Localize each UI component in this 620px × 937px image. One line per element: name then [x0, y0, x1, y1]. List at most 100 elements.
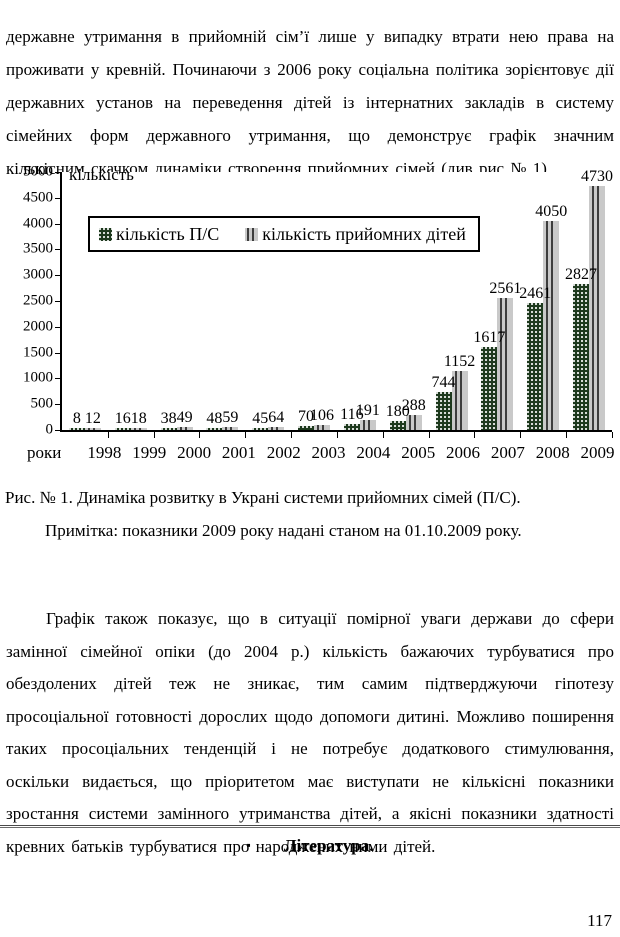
y-tick-label: 0 — [45, 421, 54, 438]
bar-children-2003 — [314, 425, 331, 430]
x-tick-label-1999: 1999 — [132, 443, 167, 462]
x-tick-label-2000: 2000 — [177, 443, 212, 462]
x-tick-label-2008: 2008 — [535, 443, 570, 462]
bar-col: 8 — [68, 410, 85, 430]
bar-families-1999 — [114, 428, 131, 430]
bar-children-2001 — [222, 427, 239, 430]
bar-col: 191 — [356, 402, 380, 430]
figure-note: Примітка: показники 2009 року надані ста… — [45, 521, 522, 540]
bar-col: 49 — [176, 409, 193, 430]
y-tick-label: 1500 — [23, 344, 53, 361]
legend-item-families: кількість П/С — [99, 224, 219, 245]
bar-col: 180 — [386, 403, 410, 430]
bar-children-2009 — [589, 186, 606, 430]
bar-children-2002 — [268, 427, 285, 430]
legend-label-children: кількість прийомних дітей — [262, 223, 466, 244]
bar-group-2000: 38 49 — [154, 172, 201, 438]
bars-container: 8 12 16 18 38 49 48 59 45 64 70 106 116 191 180 288 744 1… — [62, 168, 613, 438]
y-tick-mark — [55, 326, 60, 328]
x-tick-label-2005: 2005 — [401, 443, 436, 462]
bar-col: 2827 — [565, 266, 597, 430]
y-tick-mark — [55, 275, 60, 277]
bar-value-label: 106 — [310, 407, 335, 424]
bar-value-label: 8 — [72, 410, 81, 427]
x-tick-label-2009: 2009 — [580, 443, 615, 462]
bar-value-label: 70 — [298, 408, 315, 425]
bar-families-2008 — [527, 303, 544, 430]
bar-group-2001: 48 59 — [199, 172, 247, 438]
bullet-square-icon: ▪ — [246, 838, 251, 852]
bar-value-label: 2827 — [565, 266, 598, 283]
bar-group-2003: 70 106 — [291, 172, 338, 438]
bar-value-label: 288 — [401, 397, 426, 414]
body-paragraph-2: Графік також показує, що в ситуації помі… — [6, 609, 614, 856]
x-tick-label-2006: 2006 — [446, 443, 481, 462]
y-tick-label: 5000 — [23, 163, 53, 180]
y-tick-mark — [55, 172, 60, 173]
bar-value-label: 38 — [160, 410, 177, 427]
y-tick-mark — [55, 430, 60, 431]
bar-value-label: 12 — [84, 410, 101, 427]
bar-col: 2461 — [519, 285, 551, 430]
x-tick-label-2007: 2007 — [490, 443, 525, 462]
literature-heading: Література. — [283, 836, 374, 855]
y-tick-label: 4500 — [23, 189, 53, 206]
y-tick-mark — [55, 223, 60, 225]
y-tick-mark — [55, 301, 60, 302]
y-tick-label: 500 — [30, 395, 54, 412]
bar-group-2006: 744 1152 — [429, 172, 476, 438]
bar-group-2005: 180 288 — [383, 172, 430, 438]
bar-families-2005 — [389, 421, 406, 430]
bar-col: 2561 — [489, 280, 521, 430]
x-tick-label-2001: 2001 — [221, 443, 256, 462]
bar-value-label: 180 — [385, 403, 410, 420]
x-tick-label-2004: 2004 — [356, 443, 391, 462]
y-tick-mark — [55, 249, 60, 251]
y-tick-label: 2500 — [23, 292, 53, 309]
bar-group-2004: 116 191 — [337, 172, 384, 438]
bar-value-label: 1617 — [473, 329, 506, 346]
y-tick-mark — [55, 404, 60, 406]
bar-families-2004 — [343, 424, 360, 430]
x-tick-label-2002: 2002 — [266, 443, 301, 462]
bar-value-label: 4730 — [581, 168, 614, 185]
plot-area: кількість 8 12 16 18 38 49 48 59 45 64 70 106 116 191… — [23, 164, 613, 438]
bar-families-2002 — [252, 428, 269, 430]
bar-children-2008 — [543, 221, 560, 430]
bar-col: 59 — [222, 409, 239, 430]
y-axis-title: кількість — [69, 165, 134, 184]
y-tick-label: 3500 — [23, 240, 53, 257]
bar-value-label: 18 — [130, 410, 147, 427]
bar-group-1998: 8 12 — [62, 172, 109, 438]
bar-col: 45 — [252, 410, 269, 430]
bar-families-2001 — [206, 428, 223, 430]
chart-legend: кількість П/С кількість прийомних дітей — [88, 216, 480, 252]
x-axis-row: роки 1998 1999 2000 2001 2002 2003 2004 2005 200… — [27, 443, 615, 465]
bar-value-label: 16 — [114, 410, 131, 427]
bar-children-1999 — [130, 428, 147, 430]
bar-col: 70 — [298, 408, 315, 430]
x-axis-labels: 1998 1999 2000 2001 2002 2003 2004 2005 2006 2007… — [82, 443, 620, 463]
x-axis-title: роки — [27, 443, 62, 462]
bar-col: 744 — [432, 374, 456, 430]
bar-value-label: 49 — [176, 409, 193, 426]
bar-col: 1617 — [473, 329, 505, 430]
y-tick-mark — [55, 197, 60, 199]
bar-value-label: 45 — [252, 410, 269, 427]
legend-swatch-families-icon — [99, 227, 112, 241]
bar-col: 106 — [310, 407, 334, 430]
y-tick-label: 4000 — [23, 215, 53, 232]
bar-col: 1152 — [444, 353, 475, 430]
bar-col: 64 — [268, 409, 285, 430]
bar-families-2003 — [298, 426, 315, 430]
x-tick-label-1998: 1998 — [87, 443, 122, 462]
y-tick-label: 2000 — [23, 318, 53, 335]
body-paragraph-1: державне утримання в прийомній сім’ї лиш… — [6, 27, 614, 178]
bar-value-label: 744 — [431, 374, 456, 391]
bar-group-2007: 1617 2561 — [473, 172, 521, 438]
separator-rule — [0, 825, 620, 828]
y-tick-label: 3000 — [23, 266, 53, 283]
y-tick-mark — [55, 378, 60, 380]
bar-col: 116 — [340, 406, 364, 430]
bar-col: 38 — [160, 410, 177, 430]
